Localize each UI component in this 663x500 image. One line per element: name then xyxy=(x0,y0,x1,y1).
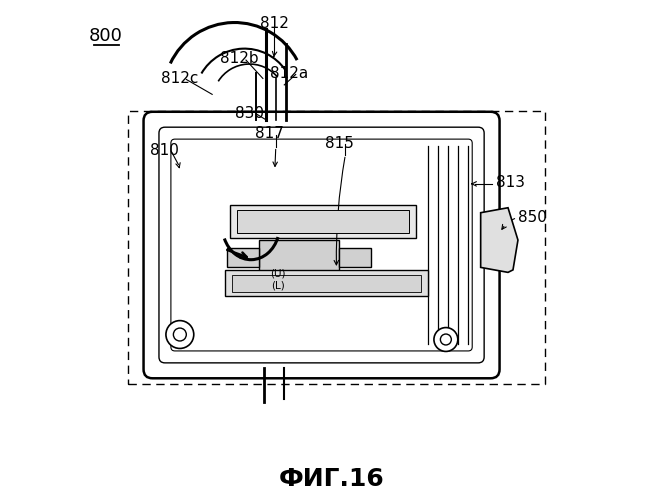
Bar xyxy=(259,240,339,271)
Bar xyxy=(229,205,416,238)
Text: 813: 813 xyxy=(495,176,524,190)
Text: 830: 830 xyxy=(235,106,264,121)
Circle shape xyxy=(166,320,194,348)
Bar xyxy=(339,248,371,268)
FancyBboxPatch shape xyxy=(144,112,499,378)
Bar xyxy=(225,270,428,295)
Circle shape xyxy=(434,328,457,351)
Text: 812b: 812b xyxy=(220,51,259,66)
Bar xyxy=(227,248,259,268)
Text: 812a: 812a xyxy=(270,66,308,81)
Text: ФИГ.16: ФИГ.16 xyxy=(278,466,385,490)
Text: 817: 817 xyxy=(255,126,284,140)
Bar xyxy=(237,210,408,233)
Text: (L): (L) xyxy=(271,281,285,291)
FancyBboxPatch shape xyxy=(159,127,484,363)
Polygon shape xyxy=(481,208,518,272)
FancyBboxPatch shape xyxy=(171,139,472,351)
Text: 812: 812 xyxy=(260,16,289,32)
Text: 812c: 812c xyxy=(161,71,198,86)
Text: 850: 850 xyxy=(518,210,547,225)
Text: 815: 815 xyxy=(324,136,353,150)
Text: 810: 810 xyxy=(151,143,180,158)
Text: 800: 800 xyxy=(88,27,122,45)
Text: (U): (U) xyxy=(271,269,286,279)
Bar xyxy=(232,275,421,292)
